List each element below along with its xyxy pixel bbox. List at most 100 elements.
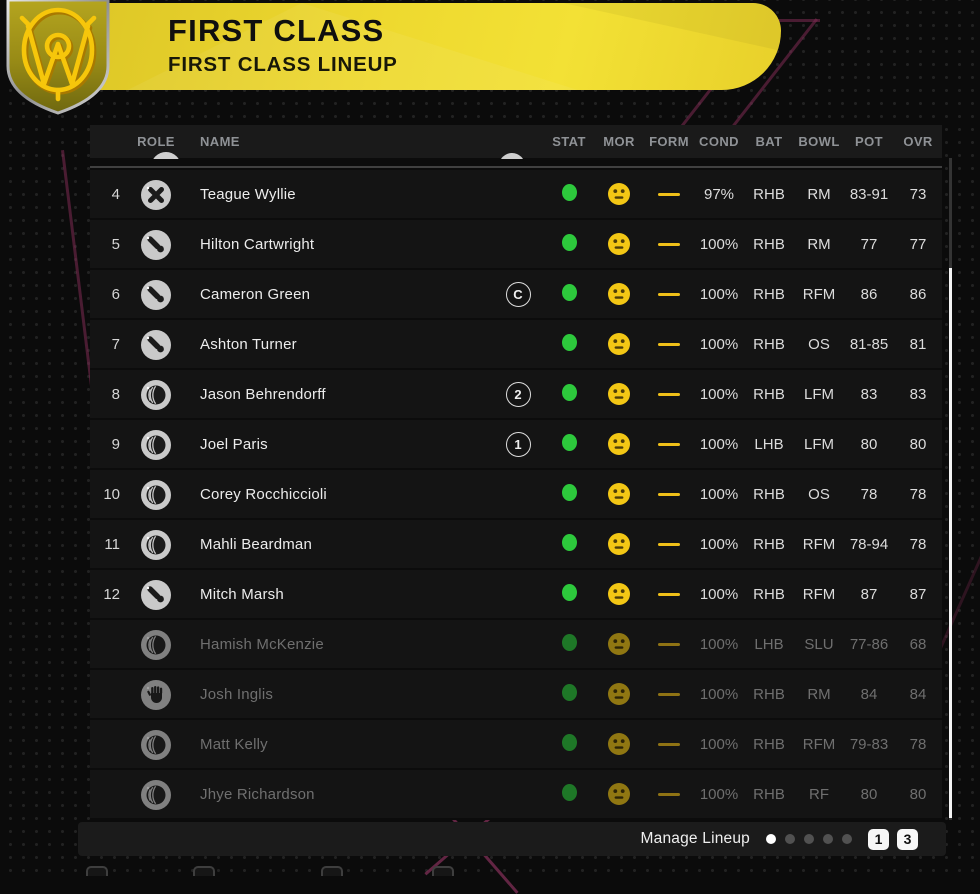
header-banner: FIRST CLASS FIRST CLASS LINEUP bbox=[55, 3, 781, 90]
table-row[interactable]: 12 Mitch Marsh 100% RHB RFM 87 87 bbox=[90, 570, 942, 618]
morale-face-icon bbox=[608, 633, 630, 655]
potential-value: 80 bbox=[860, 785, 878, 803]
table-row[interactable]: 5 Hilton Cartwright 100% RHB RM 77 77 bbox=[90, 220, 942, 268]
condition-value: 100% bbox=[699, 535, 739, 553]
lineup-position: 6 bbox=[111, 285, 120, 303]
bowler-icon bbox=[141, 380, 171, 410]
status-dot-icon bbox=[561, 433, 577, 451]
form-dash-icon bbox=[658, 643, 680, 647]
bowling-style: RF bbox=[809, 785, 829, 803]
status-dot-icon bbox=[561, 183, 577, 201]
table-row[interactable]: 4 Teague Wyllie 97% RHB RM 83-91 73 bbox=[90, 170, 942, 218]
cutoff-button-outline bbox=[321, 866, 343, 876]
role-cell bbox=[128, 629, 184, 660]
player-name: Jason Behrendorff bbox=[200, 385, 326, 403]
player-badge: 1 bbox=[505, 431, 531, 457]
role-cell bbox=[128, 479, 184, 510]
bowler-icon bbox=[141, 780, 171, 810]
form-dash-icon bbox=[658, 593, 680, 597]
bowling-style: SLU bbox=[804, 635, 834, 653]
page-title: FIRST CLASS bbox=[168, 13, 385, 48]
footer-bar: Manage Lineup 1 3 bbox=[78, 822, 946, 856]
form-dash-icon bbox=[658, 243, 680, 247]
form-dash-icon bbox=[658, 443, 680, 447]
status-dot-icon bbox=[561, 633, 577, 651]
condition-value: 100% bbox=[699, 485, 739, 503]
bowler-icon bbox=[141, 480, 171, 510]
team-crest-logo bbox=[2, 0, 114, 121]
status-dot-icon bbox=[561, 683, 577, 701]
condition-value: 100% bbox=[699, 385, 739, 403]
overall-value: 73 bbox=[909, 185, 927, 203]
potential-value: 84 bbox=[860, 685, 878, 703]
page-dot[interactable] bbox=[785, 834, 795, 844]
role-cell bbox=[128, 429, 184, 460]
table-row[interactable]: 11 Mahli Beardman bbox=[90, 520, 942, 568]
overall-value: 78 bbox=[909, 485, 927, 503]
bowling-style: OS bbox=[808, 485, 830, 503]
batting-style: RHB bbox=[753, 235, 785, 253]
potential-value: 83 bbox=[860, 385, 878, 403]
key-hint-1[interactable]: 1 bbox=[868, 828, 889, 850]
bowling-style: RFM bbox=[802, 285, 836, 303]
bowling-style: RFM bbox=[802, 535, 836, 553]
col-ovr: OVR bbox=[903, 134, 933, 149]
player-name: Mahli Beardman bbox=[200, 535, 313, 553]
page-dot[interactable] bbox=[766, 834, 776, 844]
condition-value: 100% bbox=[699, 685, 739, 703]
table-row[interactable]: 8 Jason Behrendorff 2 bbox=[90, 370, 942, 418]
batting-style: RHB bbox=[753, 685, 785, 703]
overall-value: 83 bbox=[909, 385, 927, 403]
bowler-icon bbox=[141, 730, 171, 760]
player-name: Matt Kelly bbox=[200, 735, 268, 753]
table-row[interactable]: Josh Inglis 100% RHB RM 84 84 bbox=[90, 670, 942, 718]
condition-value: 100% bbox=[699, 585, 739, 603]
player-name: Hilton Cartwright bbox=[200, 235, 315, 253]
scrolled-row-peek bbox=[90, 149, 942, 159]
overall-value: 86 bbox=[909, 285, 927, 303]
table-body: 4 Teague Wyllie 97% RHB RM 83-91 73 bbox=[90, 170, 942, 818]
condition-value: 100% bbox=[699, 435, 739, 453]
role-cell bbox=[128, 779, 184, 810]
table-row[interactable]: Matt Kelly 100% RHB RFM 79-83 78 bbox=[90, 720, 942, 768]
allrounder-icon bbox=[141, 330, 171, 360]
lineup-table: ROLE NAME STAT MOR FORM COND BAT BOWL PO… bbox=[90, 125, 942, 820]
form-dash-icon bbox=[658, 193, 680, 197]
role-cell bbox=[128, 179, 184, 210]
page-dot[interactable] bbox=[842, 834, 852, 844]
batting-style: RHB bbox=[753, 185, 785, 203]
condition-value: 100% bbox=[699, 335, 739, 353]
lineup-position: 11 bbox=[104, 535, 120, 553]
col-bat: BAT bbox=[755, 134, 783, 149]
lineup-position: 10 bbox=[103, 485, 120, 503]
status-dot-icon bbox=[561, 383, 577, 401]
table-row[interactable]: Jhye Richardson 100% RHB RF 80 80 bbox=[90, 770, 942, 818]
bowling-style: RM bbox=[807, 685, 831, 703]
manage-lineup-label[interactable]: Manage Lineup bbox=[640, 830, 750, 847]
page-dot[interactable] bbox=[823, 834, 833, 844]
scrollbar-thumb[interactable] bbox=[949, 268, 952, 818]
table-row[interactable]: 7 Ashton Turner 100% RHB OS 81-85 81 bbox=[90, 320, 942, 368]
morale-face-icon bbox=[608, 333, 630, 355]
col-pot: POT bbox=[855, 134, 883, 149]
condition-value: 100% bbox=[699, 735, 739, 753]
morale-face-icon bbox=[608, 433, 630, 455]
role-cell bbox=[128, 529, 184, 560]
overall-value: 80 bbox=[909, 785, 927, 803]
table-row[interactable]: Hamish McKenzie 100% LHB SLU 77-86 68 bbox=[90, 620, 942, 668]
col-stat: STAT bbox=[552, 134, 586, 149]
key-hint-3[interactable]: 3 bbox=[897, 828, 918, 850]
col-form: FORM bbox=[649, 134, 689, 149]
bowling-style: OS bbox=[808, 335, 830, 353]
cutoff-button-outline bbox=[193, 866, 215, 876]
overall-value: 84 bbox=[909, 685, 927, 703]
table-row[interactable]: 9 Joel Paris 1 10 bbox=[90, 420, 942, 468]
table-row[interactable]: 6 Cameron Green C 100% RHB RFM 86 86 bbox=[90, 270, 942, 318]
bowling-style: RM bbox=[807, 185, 831, 203]
potential-value: 87 bbox=[860, 585, 878, 603]
page-dot[interactable] bbox=[804, 834, 814, 844]
col-name: NAME bbox=[200, 134, 240, 149]
overall-value: 81 bbox=[909, 335, 927, 353]
table-row[interactable]: 10 Corey Rocchiccioli bbox=[90, 470, 942, 518]
batting-style: RHB bbox=[753, 385, 785, 403]
